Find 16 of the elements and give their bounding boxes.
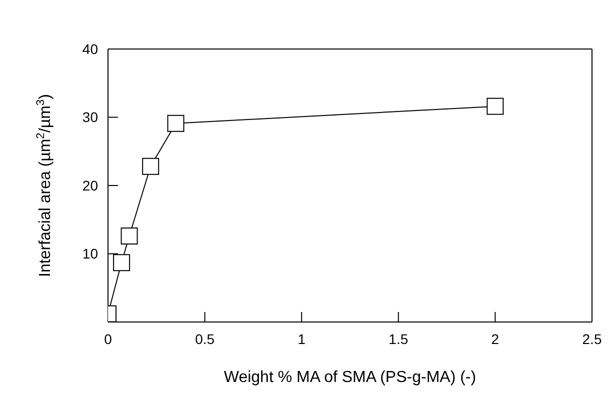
y-tick-label: 40 — [82, 40, 98, 57]
point — [113, 254, 130, 272]
y-tick-label: 10 — [82, 246, 98, 262]
x-tick-label: 0.5 — [195, 330, 215, 347]
x-tick-label: 2.5 — [582, 330, 602, 347]
x-tick-label: 1 — [298, 330, 306, 347]
point — [142, 158, 160, 175]
x-tick-label: 0 — [104, 330, 112, 347]
x-axis-title: Weight % MA of SMA (PS-g-MA) (-) — [224, 369, 476, 386]
y-tick-label: 20 — [82, 177, 98, 194]
point — [120, 228, 138, 245]
x-tick-label: 2 — [491, 330, 500, 347]
x-tick-label: 1.5 — [388, 330, 408, 347]
point — [167, 114, 184, 132]
y-tick-label: 30 — [82, 109, 98, 126]
point — [486, 98, 504, 115]
